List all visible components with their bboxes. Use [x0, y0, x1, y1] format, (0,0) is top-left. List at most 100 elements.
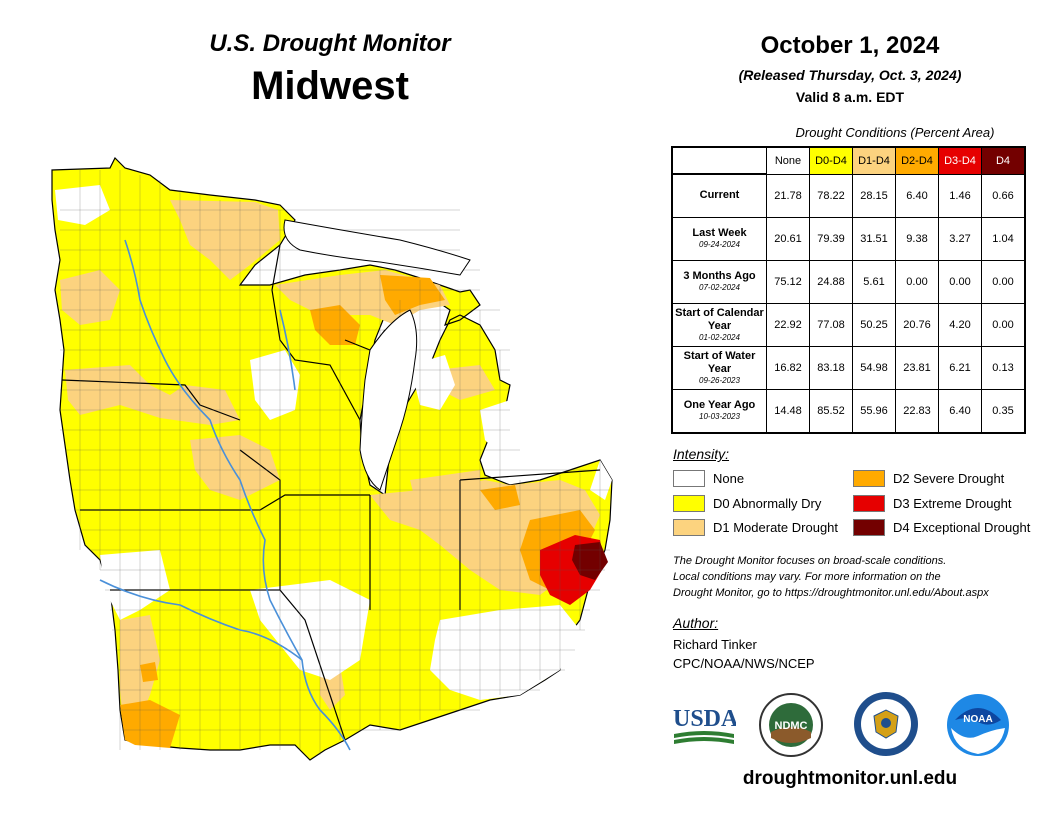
- table-cell: 55.96: [852, 388, 896, 433]
- county-grid: [60, 170, 610, 755]
- legend-d1: D1 Moderate Drought: [673, 519, 838, 536]
- map-title: U.S. Drought Monitor: [209, 30, 451, 57]
- table-cell: 21.78: [766, 173, 810, 218]
- release-date: (Released Thursday, Oct. 3, 2024): [738, 67, 962, 83]
- disclaimer-note: The Drought Monitor focuses on broad-sca…: [673, 553, 1043, 601]
- conditions-title: Drought Conditions (Percent Area): [795, 125, 995, 140]
- row-label-text: 3 Months Ago: [683, 270, 756, 282]
- table-cell: 75.12: [766, 259, 810, 304]
- table-cell: 31.51: [852, 216, 896, 261]
- map-date: October 1, 2024: [760, 32, 940, 59]
- table-cell: 14.48: [766, 388, 810, 433]
- row-label: One Year Ago 10-03-2023: [671, 388, 767, 433]
- note-line-3: Drought Monitor, go to https://droughtmo…: [673, 587, 989, 599]
- legend-label-d3: D3 Extreme Drought: [893, 496, 1012, 511]
- table-cell: 28.15: [852, 173, 896, 218]
- legend-d2: D2 Severe Drought: [853, 470, 1004, 487]
- legend-label-d2: D2 Severe Drought: [893, 471, 1005, 486]
- table-cell: 83.18: [809, 345, 853, 390]
- table-cell: 9.38: [895, 216, 939, 261]
- table-cell: 0.13: [981, 345, 1026, 390]
- header-none: None: [766, 146, 810, 175]
- legend-d3: D3 Extreme Drought: [853, 495, 1012, 512]
- website-url[interactable]: droughtmonitor.unl.edu: [742, 768, 958, 789]
- author-name: Richard Tinker: [673, 637, 757, 652]
- intensity-title: Intensity:: [673, 446, 730, 462]
- row-label-text: Start of Calendar Year: [675, 306, 764, 332]
- table-cell: 16.82: [766, 345, 810, 390]
- table-cell: 0.66: [981, 173, 1026, 218]
- table-cell: 6.40: [895, 173, 939, 218]
- legend-label-d0: D0 Abnormally Dry: [713, 496, 822, 511]
- row-date: 10-03-2023: [699, 412, 740, 421]
- legend-swatch-d0: [673, 495, 705, 512]
- usda-logo: USDA: [673, 706, 736, 744]
- legend-label-none: None: [713, 471, 745, 486]
- row-date: 01-02-2024: [699, 332, 740, 342]
- table-cell: 3.27: [938, 216, 982, 261]
- legend-none: None: [673, 470, 744, 487]
- drought-conditions-table: None D0-D4 D1-D4 D2-D4 D3-D4 D4 Current 2…: [671, 146, 1026, 434]
- header-d4: D4: [981, 146, 1026, 175]
- ndmc-logo: NDMC: [759, 693, 823, 757]
- legend-swatch-d1: [673, 519, 705, 536]
- table-cell: 22.92: [766, 302, 810, 347]
- row-label: Start of Calendar Year 01-02-2024: [671, 302, 767, 347]
- row-label: Last Week 09-24-2024: [671, 216, 767, 261]
- header-d1-d4: D1-D4: [852, 146, 896, 175]
- table-cell: 0.00: [938, 259, 982, 304]
- table-row: Start of Calendar Year 01-02-2024 22.92 77.…: [671, 302, 1026, 347]
- header-d2-d4: D2-D4: [895, 146, 939, 175]
- table-cell: 1.46: [938, 173, 982, 218]
- table-header-row: None D0-D4 D1-D4 D2-D4 D3-D4 D4: [672, 146, 1026, 175]
- legend-swatch-none: [673, 470, 705, 487]
- table-cell: 0.35: [981, 388, 1026, 433]
- table-cell: 4.20: [938, 302, 982, 347]
- row-date: 07-02-2024: [699, 283, 740, 292]
- row-label: Current: [671, 173, 767, 218]
- table-row: Last Week 09-24-2024 20.61 79.39 31.51 9.38 3.…: [671, 216, 1026, 261]
- table-cell: 20.61: [766, 216, 810, 261]
- table-cell: 0.00: [981, 302, 1026, 347]
- header-d0-d4: D0-D4: [809, 146, 853, 175]
- usda-logo-text: USDA: [673, 706, 736, 732]
- author-title: Author:: [673, 615, 719, 631]
- table-cell: 54.98: [852, 345, 896, 390]
- commerce-seal: [854, 692, 918, 756]
- table-row: Start of Water Year 09-26-2023 16.82 83.18 5…: [671, 345, 1026, 390]
- table-cell: 23.81: [895, 345, 939, 390]
- legend-swatch-d3: [853, 495, 885, 512]
- valid-time: Valid 8 a.m. EDT: [795, 89, 905, 105]
- table-cell: 6.21: [938, 345, 982, 390]
- row-label-text: Start of Water Year: [683, 349, 756, 375]
- header-d3-d4: D3-D4: [938, 146, 982, 175]
- legend-label-d1: D1 Moderate Drought: [713, 520, 839, 535]
- note-line-2: Local conditions may vary. For more info…: [673, 571, 941, 583]
- lakes: [283, 219, 471, 491]
- legend-label-d4: D4 Exceptional Drought: [893, 520, 1031, 535]
- noaa-logo-text: NOAA: [963, 714, 992, 725]
- table-cell: 50.25: [852, 302, 896, 347]
- noaa-logo: NOAA: [947, 694, 1009, 756]
- table-cell: 5.61: [852, 259, 896, 304]
- table-row: Current 21.78 78.22 28.15 6.40 1.46 0.66: [671, 173, 1026, 218]
- table-row: 3 Months Ago 07-02-2024 75.12 24.88 5.61 0.00…: [671, 259, 1026, 304]
- legend-d4: D4 Exceptional Drought: [853, 519, 1030, 536]
- table-cell: 85.52: [809, 388, 853, 433]
- row-label: 3 Months Ago 07-02-2024: [671, 259, 767, 304]
- table-cell: 6.40: [938, 388, 982, 433]
- row-date: 09-24-2024: [699, 240, 740, 249]
- legend-d0: D0 Abnormally Dry: [673, 495, 821, 512]
- row-label: Start of Water Year 09-26-2023: [671, 345, 767, 390]
- table-cell: 24.88: [809, 259, 853, 304]
- table-cell: 1.04: [981, 216, 1026, 261]
- legend-swatch-d2: [853, 470, 885, 487]
- table-row: One Year Ago 10-03-2023 14.48 85.52 55.96 22.…: [671, 388, 1026, 433]
- row-label-text: One Year Ago: [683, 399, 756, 411]
- table-cell: 0.00: [895, 259, 939, 304]
- author-org: CPC/NOAA/NWS/NCEP: [673, 656, 815, 671]
- table-cell: 77.08: [809, 302, 853, 347]
- ndmc-logo-text: NDMC: [775, 720, 808, 732]
- row-date: 09-26-2023: [699, 375, 740, 385]
- region-title: Midwest: [251, 64, 409, 108]
